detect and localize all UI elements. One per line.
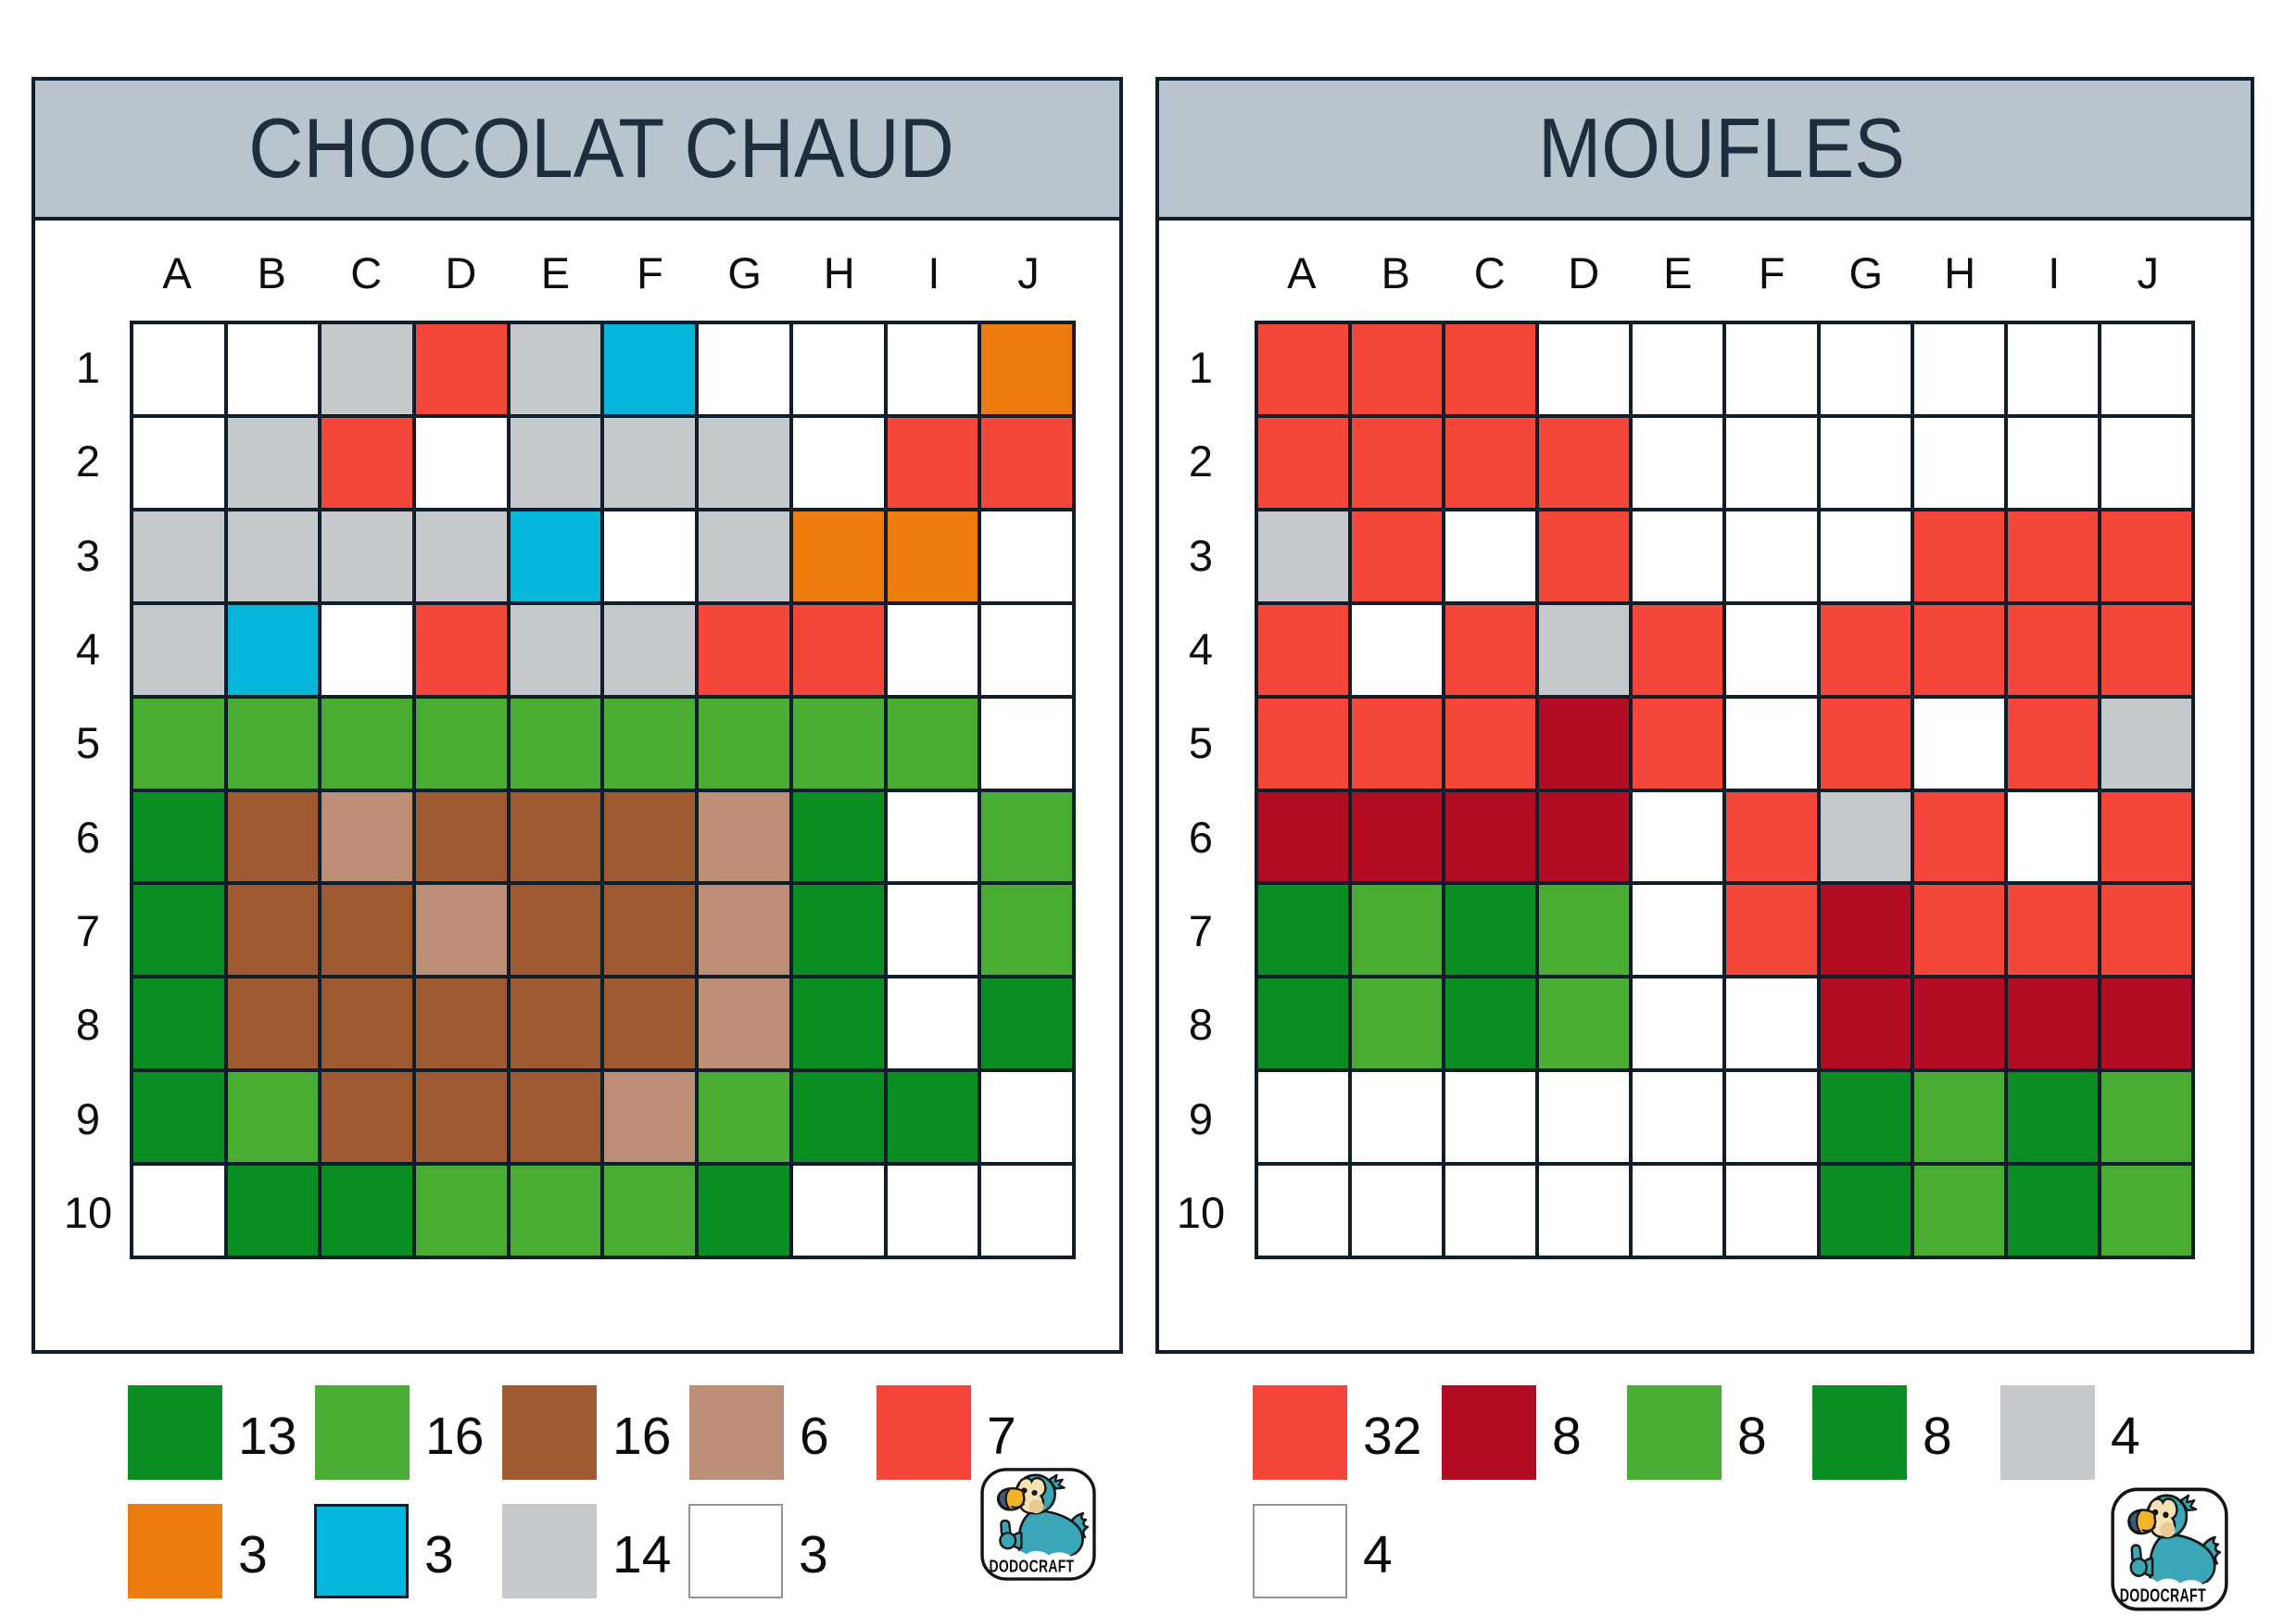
- svg-text:DODOCRAFT: DODOCRAFT: [990, 1558, 1075, 1576]
- svg-text:DODOCRAFT: DODOCRAFT: [2120, 1584, 2206, 1606]
